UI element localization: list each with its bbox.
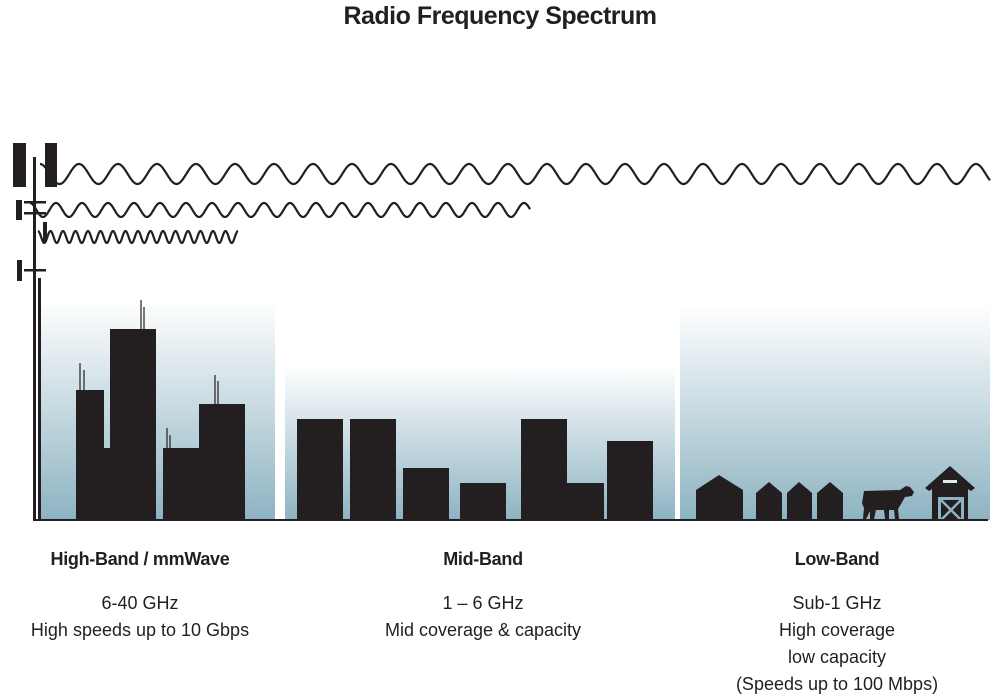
cell-tower-icon <box>13 143 57 520</box>
farm-houses-cow-barn-icon <box>696 466 975 521</box>
band-name: Mid-Band <box>443 549 523 569</box>
low-band-caption: Low-Band Sub-1 GHz High coverage low cap… <box>677 549 997 698</box>
suburb-buildings-icon <box>297 419 653 520</box>
mid-band-wave <box>29 201 531 219</box>
barn-icon <box>925 466 975 521</box>
band-name: High-Band / mmWave <box>50 549 230 569</box>
city-skyscrapers-icon <box>76 300 245 520</box>
band-description: low capacity <box>787 647 887 667</box>
band-description: High speeds up to 10 Gbps <box>30 620 250 640</box>
band-description: High coverage <box>778 620 896 640</box>
band-frequency: 1 – 6 GHz <box>442 593 524 613</box>
mid-band-caption: Mid-Band 1 – 6 GHz Mid coverage & capaci… <box>323 549 643 644</box>
band-frequency: 6-40 GHz <box>101 593 179 613</box>
band-description: (Speeds up to 100 Mbps) <box>735 674 939 694</box>
band-name: Low-Band <box>794 549 880 569</box>
ground-line <box>33 519 988 521</box>
band-frequency: Sub-1 GHz <box>792 593 882 613</box>
low-band-wave <box>39 162 991 186</box>
band-description: Mid coverage & capacity <box>384 620 582 640</box>
cow-icon <box>862 486 914 519</box>
high-band-caption: High-Band / mmWave 6-40 GHz High speeds … <box>0 549 300 644</box>
diagram-title: Radio Frequency Spectrum <box>343 2 657 30</box>
high-band-wave <box>37 229 239 245</box>
